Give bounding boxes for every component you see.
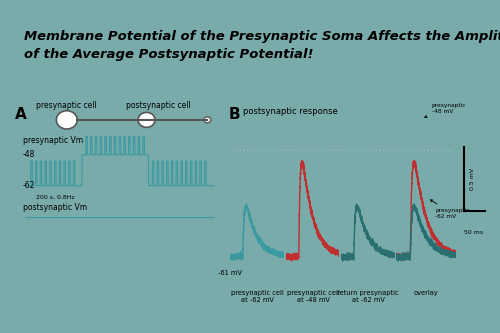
Text: postsynaptic cell: postsynaptic cell <box>126 101 190 110</box>
Text: postsynaptic response: postsynaptic response <box>243 107 338 116</box>
Circle shape <box>138 113 155 128</box>
Text: Membrane Potential of the Presynaptic Soma Affects the Amplitude
of the Average : Membrane Potential of the Presynaptic So… <box>24 30 500 61</box>
Text: postsynaptic Vm: postsynaptic Vm <box>23 203 87 212</box>
Text: presynaptic cell
at -48 mV: presynaptic cell at -48 mV <box>286 290 340 303</box>
Text: presynaptic
-48 mV: presynaptic -48 mV <box>424 103 467 118</box>
Text: presynaptic cell: presynaptic cell <box>36 101 97 110</box>
Text: 0.5 mV: 0.5 mV <box>470 168 474 190</box>
Text: overlay: overlay <box>414 290 438 296</box>
Circle shape <box>204 117 211 123</box>
Text: A: A <box>15 107 26 122</box>
Text: B: B <box>228 107 240 122</box>
Text: 200 s, 0.8Hz: 200 s, 0.8Hz <box>36 195 75 200</box>
Text: -48: -48 <box>23 150 36 160</box>
Text: presynaptic Vm: presynaptic Vm <box>23 136 83 145</box>
Text: 50 ms: 50 ms <box>464 230 483 235</box>
Text: return presynaptic
at -62 mV: return presynaptic at -62 mV <box>337 290 399 303</box>
Text: -61 mV: -61 mV <box>218 269 242 276</box>
Text: presynaptic
-62 mV: presynaptic -62 mV <box>430 200 470 219</box>
Text: -62: -62 <box>23 181 36 190</box>
Circle shape <box>56 111 78 129</box>
Text: presynaptic cell
at -62 mV: presynaptic cell at -62 mV <box>230 290 283 303</box>
